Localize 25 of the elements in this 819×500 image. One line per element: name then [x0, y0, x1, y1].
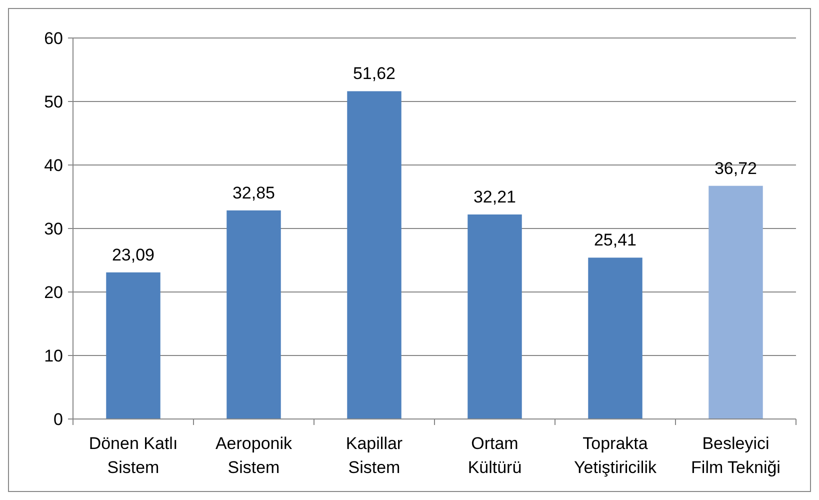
- x-tick-label: Ortam Kültürü: [468, 434, 522, 477]
- y-tick-label: 20: [44, 282, 63, 302]
- data-label: 23,09: [112, 245, 155, 264]
- y-tick-label: 50: [44, 92, 63, 112]
- y-tick-label: 40: [44, 156, 63, 175]
- x-tick-label: Kapillar Sistem: [346, 434, 403, 477]
- data-label: 36,72: [714, 158, 758, 178]
- y-tick-label: 10: [44, 346, 63, 366]
- x-tick-label: Toprakta Yetiştiricilik: [574, 434, 657, 477]
- bar: [347, 91, 402, 419]
- bar: [588, 258, 642, 419]
- y-tick-label: 0: [54, 410, 63, 429]
- bar: [468, 214, 522, 419]
- x-tick-label: Dönen Katlı Sistem: [88, 434, 178, 477]
- bar: [708, 186, 763, 419]
- x-tick-label: Besleyici Film Tekniği: [691, 434, 780, 477]
- data-label: 32,21: [473, 187, 516, 206]
- y-tick-label: 60: [44, 28, 63, 48]
- x-tick-label: Aeroponik Sistem: [215, 434, 293, 477]
- y-tick-label: 30: [44, 219, 63, 238]
- data-label: 25,41: [594, 230, 637, 250]
- data-label: 32,85: [232, 183, 276, 202]
- bar: [106, 272, 160, 419]
- data-label: 51,62: [352, 64, 396, 84]
- bar: [226, 210, 281, 419]
